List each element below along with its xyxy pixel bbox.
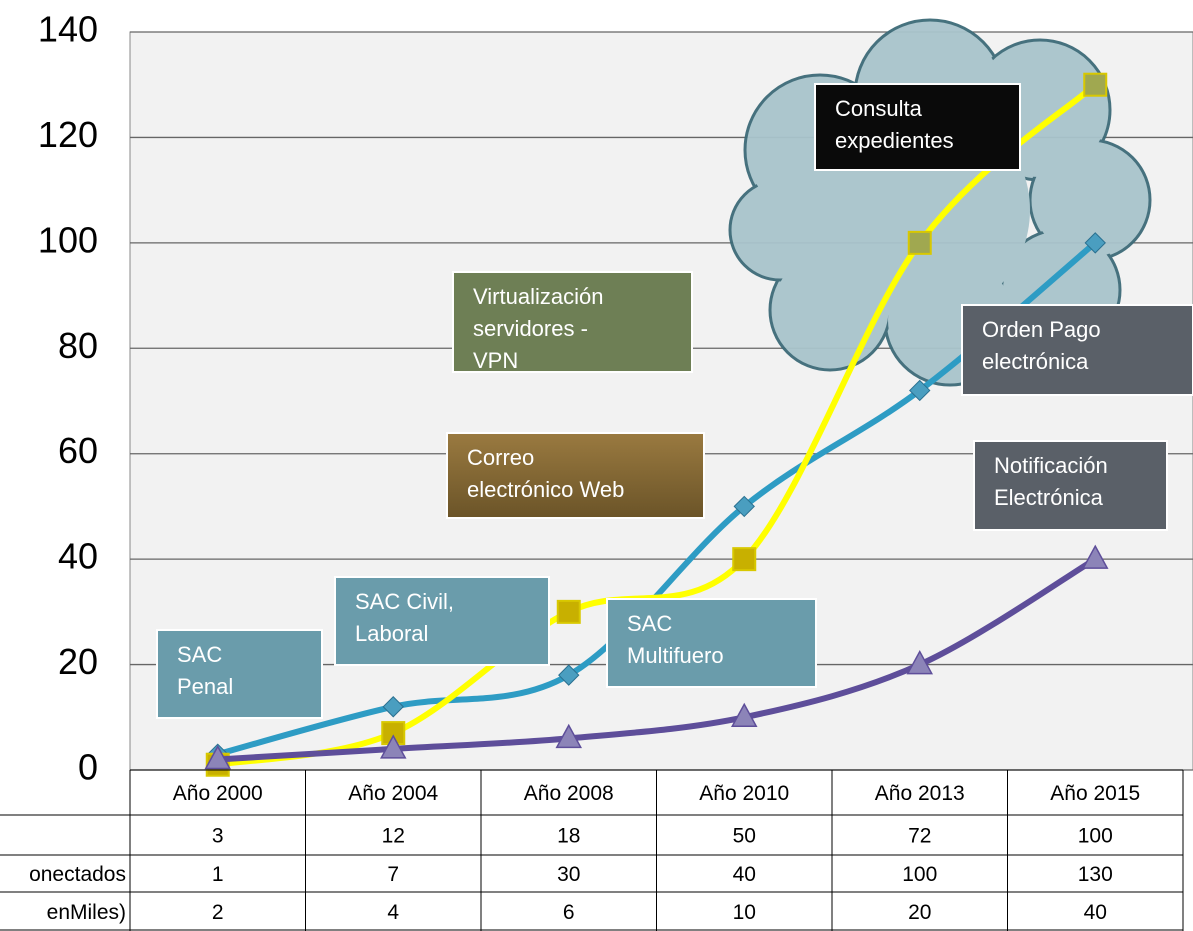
table-value: 6 — [563, 901, 575, 924]
table-value: 7 — [387, 863, 399, 886]
marker — [733, 548, 755, 570]
annotation-text: Penal — [177, 674, 233, 699]
x-tick-label: Año 2004 — [348, 782, 438, 805]
annotation-text: Multifuero — [627, 643, 724, 668]
y-tick-label: 100 — [38, 219, 98, 260]
table-value: 130 — [1078, 863, 1113, 886]
x-tick-label: Año 2015 — [1050, 782, 1140, 805]
marker — [909, 232, 931, 254]
x-tick-label: Año 2013 — [875, 782, 965, 805]
legend-label: onectados — [29, 863, 126, 886]
x-tick-label: Año 2008 — [524, 782, 614, 805]
annotation-text: Virtualización — [473, 284, 603, 309]
annotation-text: Consulta — [835, 96, 923, 121]
chart: SAC Penal SAC Civil, Laboral SAC Multifuero Co… — [0, 0, 1193, 931]
table-value: 100 — [902, 863, 937, 886]
x-tick-label: Año 2000 — [173, 782, 263, 805]
y-tick-label: 60 — [58, 430, 98, 471]
y-tick-label: 80 — [58, 325, 98, 366]
annotation-text: SAC — [177, 642, 222, 667]
table-value: 100 — [1078, 825, 1113, 848]
y-tick-label: 140 — [38, 9, 98, 50]
annotation-text: Laboral — [355, 621, 428, 646]
legend-label: enMiles) — [47, 901, 126, 924]
y-tick-label: 20 — [58, 641, 98, 682]
table-value: 20 — [908, 901, 931, 924]
table-value: 18 — [557, 825, 580, 848]
annotation-text: SAC Civil, — [355, 589, 454, 614]
table-value: 30 — [557, 863, 580, 886]
table-value: 12 — [382, 825, 405, 848]
annotation-text: electrónico Web — [467, 477, 624, 502]
y-tick-label: 40 — [58, 536, 98, 577]
marker — [558, 601, 580, 623]
x-tick-label: Año 2010 — [699, 782, 789, 805]
annotation-text: electrónica — [982, 349, 1089, 374]
table-value: 3 — [212, 825, 224, 848]
y-tick-label: 0 — [78, 747, 98, 788]
table-value: 72 — [908, 825, 931, 848]
annotation-text: servidores - — [473, 316, 588, 341]
table-value: 2 — [212, 901, 224, 924]
table-value: 4 — [387, 901, 399, 924]
annotation-text: SAC — [627, 611, 672, 636]
table-value: 10 — [733, 901, 756, 924]
marker — [1084, 74, 1106, 96]
y-tick-label: 120 — [38, 114, 98, 155]
annotation-text: Orden Pago — [982, 317, 1101, 342]
data-table: Año 2000 Año 2004 Año 2008 Año 2010 Año 2013… — [0, 770, 1183, 931]
annotation-text: VPN — [473, 348, 518, 373]
annotation-text: expedientes — [835, 128, 954, 153]
annotation-text: Electrónica — [994, 485, 1104, 510]
annotation-text: Notificación — [994, 453, 1108, 478]
table-value: 40 — [1084, 901, 1107, 924]
table-value: 40 — [733, 863, 756, 886]
annotation-text: Correo — [467, 445, 534, 470]
table-value: 1 — [212, 863, 224, 886]
table-value: 50 — [733, 825, 756, 848]
